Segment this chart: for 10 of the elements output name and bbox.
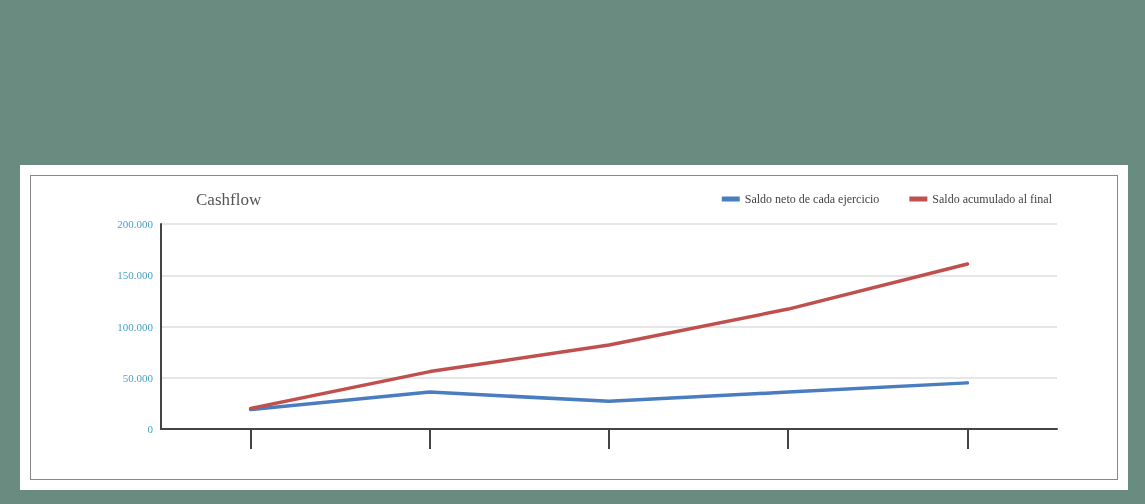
legend-label: Saldo neto de cada ejercicio [744, 192, 880, 206]
y-tick-label: 100.000 [117, 320, 154, 333]
y-tick-label: 150.000 [117, 269, 154, 282]
y-tick-label: 0 [147, 423, 154, 435]
line-series [248, 381, 970, 412]
y-tick-label: 50.000 [122, 371, 154, 384]
y-tick-label: 200.000 [117, 218, 154, 230]
line-series [248, 262, 970, 411]
legend-label: Saldo acumulado al final [932, 192, 1053, 206]
chart-title: Cashflow [196, 190, 262, 209]
